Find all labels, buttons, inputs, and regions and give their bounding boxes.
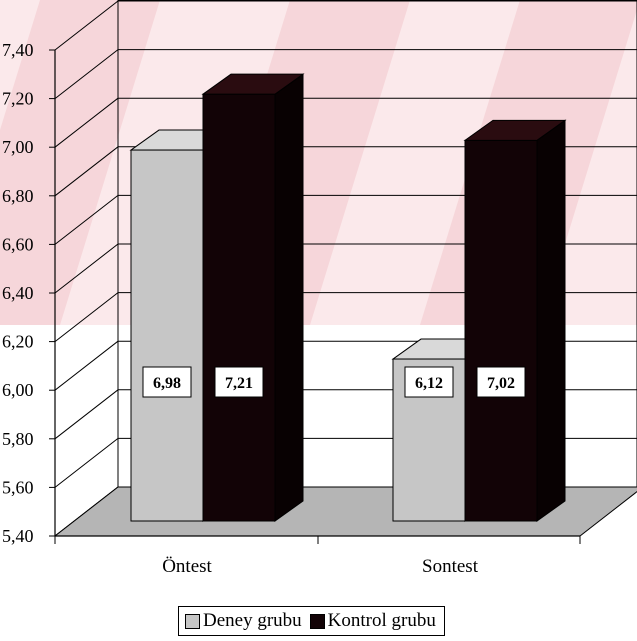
data-label-deney-ontest: 6,98 bbox=[153, 375, 181, 392]
gridline-depth bbox=[54, 97, 119, 148]
watermark-stripe bbox=[0, 0, 160, 325]
legend-item-kontrol: Kontrol grubu bbox=[309, 610, 436, 632]
y-tick-labels: 5,40 5,60 5,80 6,00 6,20 6,40 6,60 6,80 7,00 7,20… bbox=[2, 40, 34, 546]
gridline-depth bbox=[54, 49, 119, 99]
bar-kontrol-sontest bbox=[464, 139, 538, 522]
gridline-depth bbox=[54, 340, 119, 391]
data-label-deney-sontest: 6,12 bbox=[415, 375, 443, 392]
wall-outline bbox=[117, 0, 637, 488]
bar-kontrol-ontest bbox=[202, 93, 276, 522]
x-category-label: Sontest bbox=[422, 556, 479, 577]
gridline-depth bbox=[54, 438, 119, 488]
data-label-box-kontrol-sontest bbox=[476, 366, 526, 398]
data-label-kontrol-sontest: 7,02 bbox=[487, 375, 515, 392]
y-tick-label: 6,80 bbox=[2, 186, 34, 206]
axes bbox=[49, 49, 581, 544]
data-label-box-deney-ontest bbox=[142, 366, 192, 398]
data-label-box-kontrol-ontest bbox=[214, 366, 264, 398]
data-label-box-deney-sontest bbox=[404, 366, 454, 398]
bar-side-kontrol-ontest bbox=[274, 73, 304, 522]
y-tick-label: 7,00 bbox=[2, 137, 34, 157]
gridline-depth bbox=[54, 243, 119, 294]
gridline-depth bbox=[54, 195, 119, 245]
y-tick-label: 6,40 bbox=[2, 283, 34, 303]
data-label-kontrol-ontest: 7,21 bbox=[225, 375, 253, 392]
y-tick-label: 5,80 bbox=[2, 429, 34, 449]
legend-swatch-kontrol bbox=[309, 613, 325, 629]
y-tick-label: 5,40 bbox=[2, 526, 34, 546]
legend-label-deney: Deney grubu bbox=[203, 610, 302, 631]
data-labels: 6,98 7,21 6,12 7,02 bbox=[142, 366, 526, 398]
bar-top-kontrol-ontest bbox=[201, 73, 305, 95]
gridline-depth bbox=[54, 0, 119, 51]
bar-side-kontrol-sontest bbox=[536, 119, 566, 522]
bar-top-kontrol-sontest bbox=[463, 119, 567, 141]
gridline-depth bbox=[54, 292, 119, 342]
gridline-depth bbox=[54, 146, 119, 197]
bar-deney-ontest bbox=[130, 149, 204, 522]
y-tick-label: 5,60 bbox=[2, 477, 34, 497]
y-tick-label: 7,20 bbox=[2, 89, 34, 109]
y-tick-label: 7,40 bbox=[2, 40, 34, 60]
legend-label-kontrol: Kontrol grubu bbox=[327, 610, 436, 631]
y-tick-label: 6,60 bbox=[2, 234, 34, 254]
x-category-labels: Öntest Sontest bbox=[162, 556, 479, 577]
x-category-label: Öntest bbox=[162, 556, 212, 577]
legend-swatch-deney bbox=[185, 613, 200, 629]
y-tick-label: 6,00 bbox=[2, 380, 34, 400]
legend: Deney grubu Kontrol grubu bbox=[178, 606, 445, 636]
gridline-depth bbox=[54, 389, 119, 440]
legend-item-deney: Deney grubu bbox=[185, 610, 302, 632]
y-tick-label: 6,20 bbox=[2, 332, 34, 352]
